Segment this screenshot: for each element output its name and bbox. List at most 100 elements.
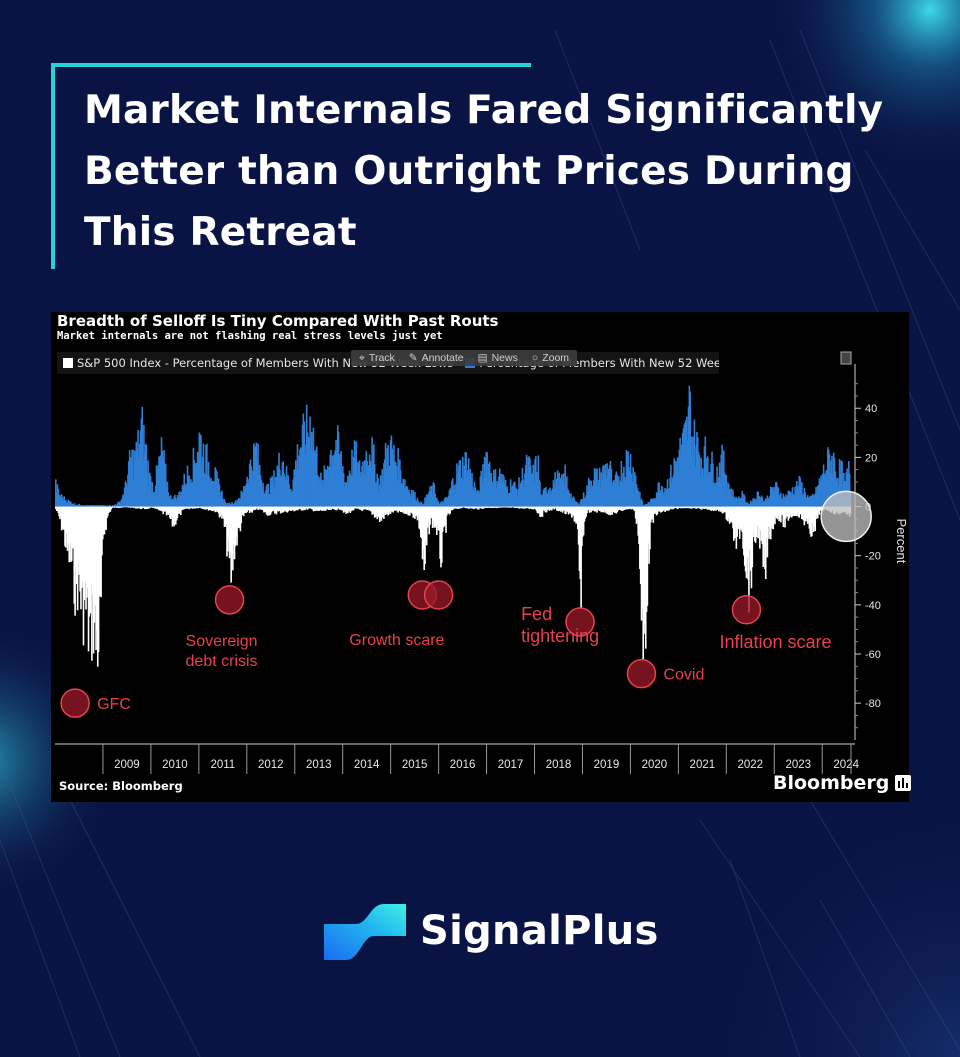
data-bar [295,506,297,511]
data-bar [317,476,320,507]
data-bar [626,451,629,507]
y-tick-label: -40 [865,600,881,612]
data-bar [279,476,282,507]
data-bar [671,477,674,507]
data-bar [88,506,91,617]
x-tick-label: 2021 [690,759,716,771]
data-bar [465,452,467,507]
data-bar [504,506,507,508]
data-bar [397,506,399,513]
data-bar [226,503,228,507]
data-bar [804,492,806,507]
data-bar [586,485,588,507]
y-tick-label: -80 [865,698,881,710]
data-bar [535,471,538,507]
data-bar [644,506,646,625]
data-bar [162,456,165,507]
data-bar [634,472,636,507]
data-bar [584,497,587,507]
data-bar [337,432,340,507]
data-bar [592,506,594,511]
data-bar [188,506,191,510]
data-bar [165,506,168,516]
data-bar [707,506,710,510]
data-bar [133,506,136,508]
data-bar [493,506,496,508]
data-bar [570,506,572,515]
data-bar [829,473,832,507]
brand-name: SignalPlus [420,908,659,954]
data-bar [343,506,346,510]
track-button[interactable]: ⌖ Track [359,352,395,365]
data-bar [379,506,382,518]
data-bar [491,506,493,508]
data-bar [806,506,808,519]
data-bar [59,495,61,507]
data-bar [383,506,386,513]
data-bar [536,476,539,507]
data-bar [451,506,453,511]
data-bar [529,506,531,509]
data-bar [574,501,577,507]
data-bar [613,482,616,507]
data-bar [269,506,272,515]
annotate-button[interactable]: ✎ Annotate [409,352,464,364]
data-bar [359,506,362,510]
data-bar [193,506,196,509]
annotation-label: Fed [521,604,552,624]
data-bar [152,492,154,507]
data-bar [192,447,195,507]
x-tick-label: 2013 [306,759,332,771]
data-bar [400,506,403,512]
data-bar [741,506,744,533]
data-bar [619,506,622,510]
data-bar [500,506,503,508]
data-bar [124,481,127,507]
data-bar [133,450,136,507]
data-bar [179,506,181,512]
data-bar [762,506,765,567]
data-bar [60,497,62,507]
data-bar [746,506,749,558]
data-bar [190,506,192,509]
data-bar [539,481,541,507]
data-bar [180,495,182,507]
data-bar [259,475,262,507]
data-bar [566,476,568,507]
data-bar [802,493,805,507]
bloomberg-wordmark: Bloomberg [773,772,890,794]
data-bar [649,499,652,507]
data-bar [202,443,205,507]
data-bar [73,506,76,604]
data-bar [588,506,591,513]
data-bar [420,506,422,538]
data-bar [516,496,519,507]
data-bar [475,492,478,507]
data-bar [369,460,372,507]
data-bar [482,506,484,509]
data-bar [357,506,360,509]
data-bar [599,487,602,507]
data-bar [68,506,71,563]
data-bar [489,506,492,508]
data-bar [126,487,128,507]
signalplus-logo-icon [324,904,406,960]
data-bar [545,506,547,513]
data-bar [388,506,391,512]
data-bar [785,497,788,507]
data-bar [503,484,506,507]
data-bar [744,501,747,507]
news-button[interactable]: ▤ News [478,352,518,364]
zoom-button[interactable]: ○ Zoom [532,352,569,364]
data-bar [623,506,626,510]
data-bar [762,501,765,507]
data-bar [530,506,533,510]
data-bar [404,506,406,513]
data-bar [651,498,654,507]
data-bar [686,506,689,509]
data-bar [649,506,651,550]
data-bar [640,498,643,507]
data-bar [514,487,517,507]
data-bar [832,452,835,507]
data-bar [798,506,801,518]
